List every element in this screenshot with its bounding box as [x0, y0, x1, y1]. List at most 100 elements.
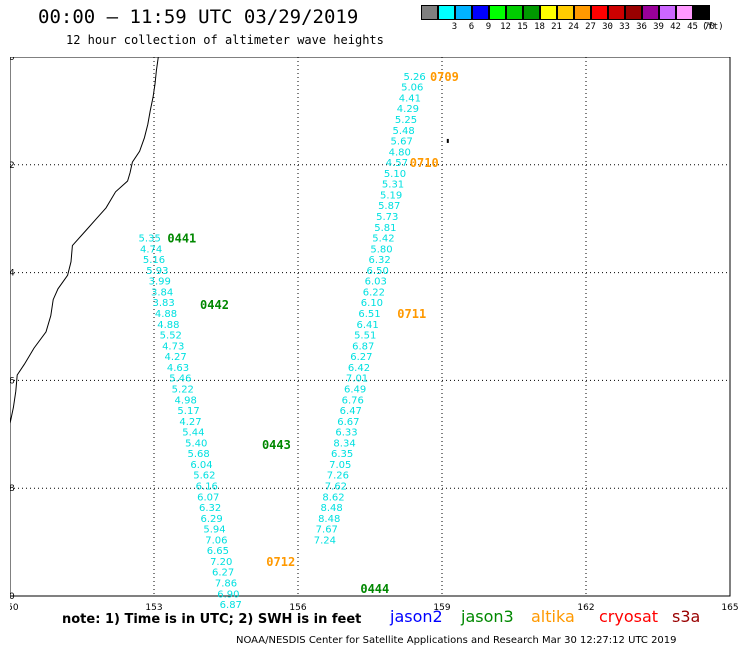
wave-height-value: 7.05: [329, 460, 351, 471]
wave-height-value: 4.80: [389, 147, 411, 158]
legend-jason3: jason3: [461, 607, 514, 626]
colorbar-swatch: [421, 5, 438, 20]
wave-height-value: 7.62: [325, 482, 347, 493]
legend-cryosat: cryosat: [599, 607, 659, 626]
wave-height-value: 4.73: [162, 341, 184, 352]
wave-height-value: 4.63: [167, 363, 189, 374]
pass-label-jason3: 0443: [262, 438, 291, 452]
wave-height-value: 5.48: [392, 126, 414, 137]
pass-label-jason3: 0441: [167, 232, 196, 246]
island-mark: [446, 138, 449, 143]
wave-height-value: 6.76: [342, 395, 364, 406]
legend-altika: altika: [531, 607, 575, 626]
pass-label-altika: 0712: [266, 555, 295, 569]
pass-label-altika: 0711: [397, 307, 426, 321]
wave-height-value: 6.32: [368, 255, 390, 266]
wave-height-value: 6.87: [220, 600, 242, 611]
longitude-tick-label: 153: [145, 603, 162, 613]
wave-height-value: 5.93: [146, 266, 168, 277]
wave-height-value: 3.99: [149, 277, 171, 288]
wave-height-value: 8.34: [333, 438, 355, 449]
wave-height-value: 6.41: [356, 320, 378, 331]
wave-height-value: 4.74: [140, 244, 162, 255]
wave-height-map: -30 -32 -34 -36 -38 -40150 153 156 159 162 165 5.35…: [10, 57, 739, 613]
wave-height-value: 8.62: [322, 492, 344, 503]
colorbar-label: 24: [568, 22, 579, 32]
wave-height-value: 6.32: [199, 503, 221, 514]
colorbar-swatch: [472, 5, 489, 20]
latitude-tick-label: -36: [10, 376, 15, 386]
map-frame: [10, 57, 731, 597]
colorbar-label: 18: [534, 22, 545, 32]
colorbar-label: 27: [585, 22, 596, 32]
wave-height-value: 6.33: [335, 428, 357, 439]
wave-height-value: 8.48: [318, 514, 340, 525]
wave-height-value: 5.22: [172, 384, 194, 395]
wave-height-value: 5.81: [374, 223, 396, 234]
page-subtitle: 12 hour collection of altimeter wave hei…: [66, 33, 384, 47]
colorbar-label: 39: [653, 22, 664, 32]
latitude-tick-label: -32: [10, 161, 15, 171]
colorbar-swatch: [693, 5, 710, 20]
coastline: [10, 57, 159, 427]
wave-height-value: 5.42: [372, 234, 394, 245]
wave-height-value: 7.86: [215, 579, 237, 590]
colorbar-label: 3: [451, 22, 458, 32]
colorbar-swatch: [659, 5, 676, 20]
wave-height-value: 4.29: [397, 104, 419, 115]
longitude-tick-label: 162: [577, 603, 594, 613]
colorbar-label: 12: [500, 22, 511, 32]
wave-height-value: 5.73: [376, 212, 398, 223]
wave-height-value: 5.06: [401, 83, 423, 94]
pass-label-jason3: 0442: [200, 298, 229, 312]
wave-height-value: 5.31: [382, 180, 404, 191]
wave-height-value: 4.41: [399, 93, 421, 104]
wave-height-value: 5.16: [143, 255, 165, 266]
wave-height-value: 6.27: [350, 352, 372, 363]
wave-height-value: 5.52: [160, 331, 182, 342]
colorbar-swatch: [455, 5, 472, 20]
legend-s3a: s3a: [672, 607, 701, 626]
wave-height-value: 5.80: [370, 244, 392, 255]
wave-height-value: 5.10: [384, 169, 406, 180]
colorbar-unit: (ft): [702, 22, 724, 32]
colorbar-label: 42: [670, 22, 681, 32]
wave-height-value: 7.20: [210, 557, 232, 568]
wave-height-value: 6.03: [365, 277, 387, 288]
longitude-tick-label: 159: [433, 603, 450, 613]
wave-height-value: 4.27: [179, 417, 201, 428]
wave-height-value: 5.40: [185, 438, 207, 449]
wave-height-value: 6.07: [197, 492, 219, 503]
colorbar-swatch: [574, 5, 591, 20]
latitude-tick-label: -40: [10, 592, 15, 602]
wave-height-value: 5.44: [182, 428, 204, 439]
wave-height-value: 4.57: [386, 158, 408, 169]
wave-height-value: 6.27: [212, 568, 234, 579]
wave-height-value: 6.29: [200, 514, 222, 525]
wave-height-value: 7.24: [314, 535, 336, 546]
wave-height-value: 6.16: [196, 482, 218, 493]
latitude-tick-label: -38: [10, 484, 15, 494]
wave-height-value: 7.01: [346, 374, 368, 385]
wave-height-value: 6.35: [331, 449, 353, 460]
wave-height-value: 4.98: [175, 395, 197, 406]
legend-jason2: jason2: [390, 607, 443, 626]
longitude-tick-label: 150: [10, 603, 19, 613]
wave-height-value: 3.84: [151, 287, 173, 298]
wave-height-value: 6.42: [348, 363, 370, 374]
wave-height-value: 3.83: [152, 298, 174, 309]
footer-note: note: 1) Time is in UTC; 2) SWH is in fe…: [62, 612, 362, 627]
wave-height-value: 6.22: [363, 287, 385, 298]
wave-height-value: 6.47: [340, 406, 362, 417]
pass-label-altika: 0709: [430, 70, 459, 84]
colorbar-label: 21: [551, 22, 562, 32]
colorbar-label: 15: [517, 22, 528, 32]
longitude-tick-label: 165: [721, 603, 738, 613]
wave-height-value: 7.26: [327, 471, 349, 482]
wave-height-value: 5.46: [169, 374, 191, 385]
wave-height-value: 6.49: [344, 384, 366, 395]
page-title: 00:00 – 11:59 UTC 03/29/2019: [38, 6, 359, 28]
colorbar-label: 36: [636, 22, 647, 32]
colorbar-swatch: [438, 5, 455, 20]
colorbar-swatch: [557, 5, 574, 20]
